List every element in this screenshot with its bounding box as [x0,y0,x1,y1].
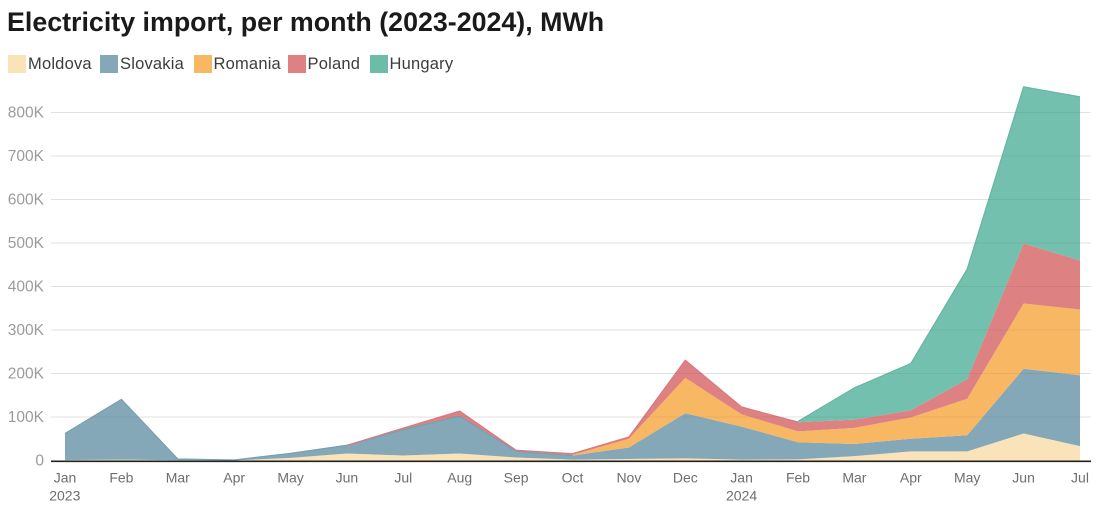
svg-text:Mar: Mar [842,470,866,486]
svg-text:Mar: Mar [166,470,190,486]
svg-text:700K: 700K [8,148,45,165]
svg-text:Apr: Apr [900,470,922,486]
svg-text:300K: 300K [8,322,45,339]
svg-text:Jul: Jul [394,470,412,486]
svg-text:Oct: Oct [562,470,584,486]
svg-text:Jan: Jan [54,470,77,486]
svg-text:Jun: Jun [1012,470,1035,486]
svg-text:400K: 400K [8,279,45,296]
svg-text:May: May [277,470,303,486]
svg-text:May: May [954,470,980,486]
svg-text:Jun: Jun [336,470,359,486]
svg-text:2024: 2024 [726,488,757,504]
svg-text:Feb: Feb [109,470,133,486]
svg-text:Dec: Dec [673,470,698,486]
svg-text:2023: 2023 [49,488,80,504]
svg-text:Feb: Feb [786,470,810,486]
svg-text:600K: 600K [8,192,45,209]
svg-text:100K: 100K [8,409,45,426]
svg-text:0: 0 [35,453,44,470]
svg-text:500K: 500K [8,235,45,252]
svg-text:Sep: Sep [504,470,529,486]
svg-text:Nov: Nov [616,470,641,486]
svg-text:Jan: Jan [730,470,753,486]
svg-text:Aug: Aug [447,470,472,486]
svg-text:Jul: Jul [1071,470,1089,486]
svg-text:800K: 800K [8,105,45,122]
svg-text:200K: 200K [8,366,45,383]
svg-text:Apr: Apr [223,470,245,486]
